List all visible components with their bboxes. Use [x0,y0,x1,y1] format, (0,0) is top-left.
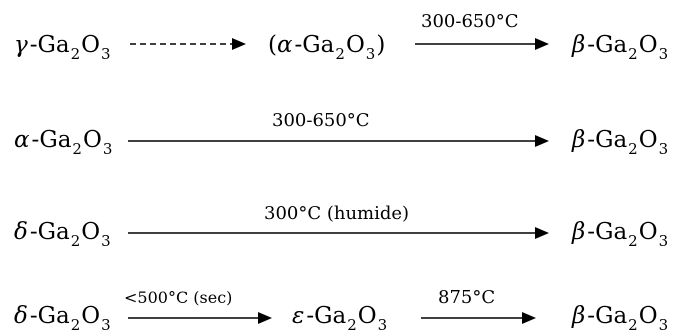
formula-part: O [345,32,365,58]
subscript: 2 [628,45,638,63]
subscript: 2 [335,45,345,63]
product-beta-ga2o3: β-Ga2O3 [572,32,669,63]
reactant-delta-ga2o3: δ-Ga2O3 [14,219,112,250]
subscript: 2 [70,316,81,334]
arrow-head [522,312,536,324]
product-beta-ga2o3: β-Ga2O3 [572,127,669,158]
formula-part: O [357,303,377,329]
formula-part: -Ga [587,127,628,153]
subscript: 3 [102,140,113,158]
reactant-delta-ga2o3: δ-Ga2O3 [14,303,112,334]
arrow-head [258,312,272,324]
greek-symbol: δ [14,303,28,329]
subscript: 3 [101,232,111,250]
subscript: 3 [365,45,376,63]
intermediate-epsilon-ga2o3: ε-Ga2O3 [292,303,388,334]
greek-symbol: ε [292,303,305,329]
subscript: 2 [628,140,638,158]
formula-part: -Ga [587,303,628,329]
bracket: ) [376,32,386,58]
subscript: 2 [628,232,638,250]
formula-part: O [638,303,658,329]
formula-part: -Ga [29,32,70,58]
subscript: 2 [72,140,82,158]
arrow-head [535,38,549,50]
subscript: 2 [628,316,638,334]
greek-symbol: β [572,32,586,58]
formula-part: O [638,219,658,245]
formula-part: -Ga [306,303,347,329]
subscript: 2 [70,232,81,250]
formula-part: O [638,127,658,153]
dashed-arrow-head [232,38,246,50]
greek-symbol: δ [14,219,28,245]
subscript: 2 [347,316,357,334]
condition-label: 300-650°C [272,110,370,131]
condition-label: 875°C [438,287,496,308]
greek-symbol: β [572,303,586,329]
formula-part: O [81,32,101,58]
formula-part: -Ga [29,219,70,245]
formula-part: -Ga [587,219,628,245]
formula-part: -Ga [29,303,70,329]
condition-label: 300-650°C [421,11,519,32]
reactant-gamma-ga2o3: γ-Ga2O3 [14,32,112,63]
formula-part: O [81,303,101,329]
subscript: 3 [658,316,669,334]
subscript: 3 [658,232,669,250]
subscript: 3 [101,45,111,63]
subscript: 3 [101,316,111,334]
formula-part: -Ga [294,32,335,58]
reactant-alpha-ga2o3: α-Ga2O3 [14,127,113,158]
arrow-head [535,227,549,239]
condition-label: 300°C (humide) [264,203,410,224]
subscript: 3 [658,45,669,63]
formula-part: -Ga [587,32,628,58]
greek-symbol: α [276,32,293,58]
formula-part: O [638,32,658,58]
arrow-head [535,135,549,147]
subscript: 2 [70,45,81,63]
product-beta-ga2o3: β-Ga2O3 [572,303,669,334]
formula-part: O [81,219,101,245]
greek-symbol: β [572,219,586,245]
formula-part: O [82,127,102,153]
subscript: 3 [658,140,669,158]
intermediate-alpha-ga2o3: (α-Ga2O3) [268,32,386,63]
greek-symbol: γ [14,32,28,58]
subscript: 3 [377,316,388,334]
formula-part: -Ga [31,127,72,153]
product-beta-ga2o3: β-Ga2O3 [572,219,669,250]
condition-label: <500°C (sec) [124,288,233,307]
bracket: ( [268,32,277,58]
greek-symbol: α [14,127,30,153]
greek-symbol: β [572,127,586,153]
